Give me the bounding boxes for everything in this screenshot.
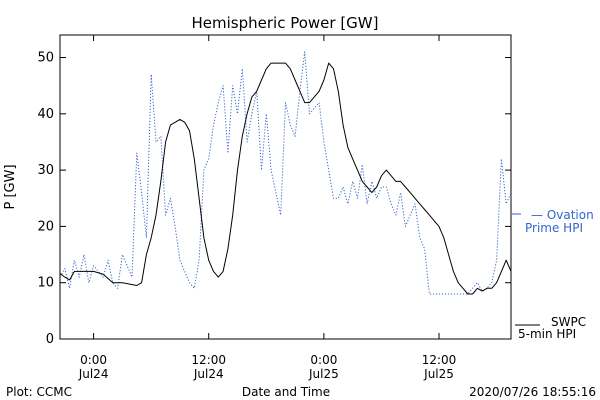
plot-credit: Plot: CCMC bbox=[6, 385, 72, 399]
y-axis: 0 10 20 30 40 50 bbox=[37, 51, 511, 347]
y-axis-label: P [GW] bbox=[3, 164, 18, 209]
x-axis-label: Date and Time bbox=[242, 385, 330, 399]
y-tick-label: 20 bbox=[37, 219, 54, 234]
legend-ovation: — Ovation Prime HPI bbox=[512, 208, 594, 235]
x-tick-label-date: Jul25 bbox=[308, 367, 339, 381]
x-tick-label-time: 0:00 bbox=[80, 353, 107, 367]
x-tick-label-date: Jul24 bbox=[193, 367, 224, 381]
x-tick-label-date: Jul25 bbox=[423, 367, 454, 381]
y-tick-label: 50 bbox=[37, 51, 54, 66]
legend-swpc-line2: 5-min HPI bbox=[518, 327, 576, 341]
plot-timestamp: 2020/07/26 18:55:16 bbox=[469, 385, 596, 399]
series-layer bbox=[60, 51, 511, 295]
series-line-swpc-hpi bbox=[60, 62, 511, 295]
y-tick-label: 30 bbox=[37, 163, 54, 178]
x-tick-label-time: 12:00 bbox=[422, 353, 457, 367]
x-tick-label-time: 0:00 bbox=[310, 353, 337, 367]
legend-ovation-line2: Prime HPI bbox=[525, 221, 583, 235]
legend-swpc-line1: SWPC bbox=[551, 315, 586, 329]
y-tick-label: 0 bbox=[46, 332, 54, 347]
legend-ovation-line1: — Ovation bbox=[531, 208, 594, 222]
y-tick-label: 10 bbox=[37, 276, 54, 291]
x-tick-label-time: 12:00 bbox=[191, 353, 226, 367]
series-line-ovation-prime-hpi bbox=[60, 51, 511, 295]
plot-frame bbox=[59, 34, 512, 340]
legend-swpc: SWPC 5-min HPI bbox=[515, 315, 586, 341]
y-tick-label: 40 bbox=[37, 107, 54, 122]
x-tick-label-date: Jul24 bbox=[78, 367, 109, 381]
chart-title: Hemispheric Power [GW] bbox=[192, 14, 379, 32]
